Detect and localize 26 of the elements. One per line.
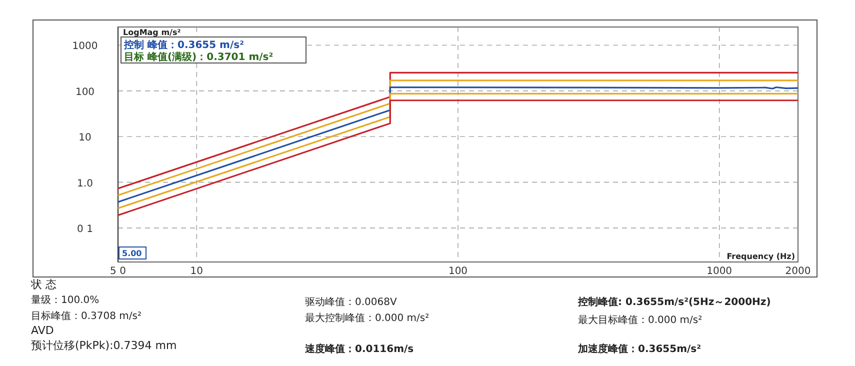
text: 最大目标峰值：0.000 m/s² <box>578 314 702 326</box>
text: 驱动峰值：0.0068V <box>305 296 397 308</box>
text: 控制峰值: 0.3655m/s²(5Hz～2000Hz) <box>577 296 771 308</box>
y-tick-label: 1.0 <box>77 178 93 190</box>
annotation: 控制 峰值：0.3655 m/s² <box>123 39 244 51</box>
text: AVD <box>31 324 54 337</box>
x-tick-label: 100 <box>448 266 468 277</box>
y-tick-label: 0 1 <box>77 224 93 235</box>
y-tick-label: 100 <box>75 86 95 98</box>
y-axis-title: LogMag m/s² <box>123 28 182 37</box>
text: 状 态 <box>30 278 56 291</box>
annotation: 目标 峰值(满级)：0.3701 m/s² <box>124 51 274 63</box>
text: 速度峰值：0.0116m/s <box>304 343 414 355</box>
x-tick-label: 10 <box>190 266 204 277</box>
x-tick-label: 1000 <box>706 266 732 277</box>
text: 目标峰值：0.3708 m/s² <box>31 310 142 322</box>
text: 预计位移(PkPk):0.7394 mm <box>31 339 177 352</box>
x-axis-title: Frequency (Hz) <box>726 252 795 261</box>
text: 加速度峰值：0.3655m/s² <box>577 343 701 355</box>
text: 量级：100.0% <box>31 294 100 306</box>
y-tick-label: 10 <box>78 132 92 144</box>
x-tick-label: 2000 <box>785 266 811 277</box>
y-tick-label: 1000 <box>72 41 98 52</box>
text: 最大控制峰值：0.000 m/s² <box>305 312 430 324</box>
x-tick-label: 5 0 <box>110 266 126 277</box>
annotation: 5.00 <box>122 249 142 258</box>
